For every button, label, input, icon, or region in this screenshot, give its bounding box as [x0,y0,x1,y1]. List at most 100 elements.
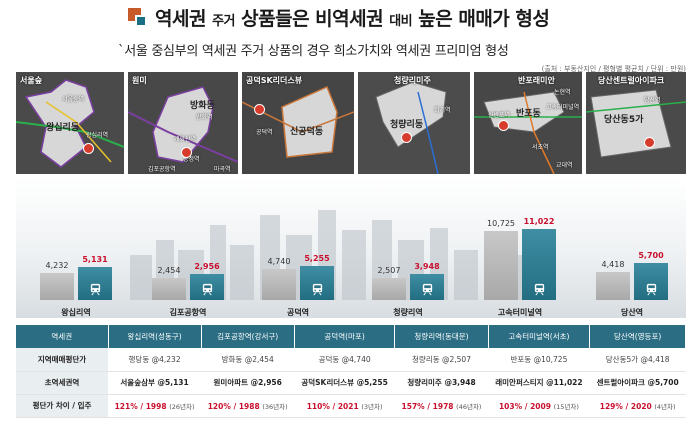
comparison-table: 역세권 왕십리역(성동구) 김포공항역(강서구) 공덕역(마포) 청량리역(동대… [16,325,686,418]
table-cell: 157% / 1978 (46년차) [394,394,489,418]
bar-region-avg [372,278,406,300]
data-label: 4,740 [267,257,291,267]
data-label: 2,507 [377,266,401,275]
table-header: 공덕역(마포) [294,325,396,348]
table-cell: 서울숲삼부 @5,131 [108,371,202,395]
bar-station-complex [300,266,334,300]
map-panel-wangsimni: 서울숲 왕십리동 서울숲역 왕십리역 [16,72,124,174]
data-label: 4,232 [45,260,69,270]
map-station: 신반포역 [488,112,511,119]
map-station: 왕십리역 [86,132,109,139]
category-label: 김포공항역 [169,308,207,317]
train-icon [202,283,213,296]
table-cell: 청량리미주 @3,948 [394,371,489,395]
category-label: 청량리역 [393,308,423,317]
table-header: 역세권 [16,325,109,348]
location-pin-icon [401,132,412,143]
table-cell: 120% / 1988 (36년차) [201,394,295,418]
map-station: 김포공항역 [148,166,176,173]
location-pin-icon [181,147,192,158]
table-cell: 103% / 2009 (15년차) [488,394,590,418]
map-dong: 방화동 [190,101,215,111]
table-header: 고속터미널역(서초) [488,325,591,348]
location-pin-icon [83,143,94,154]
map-panel-dangsan: 당산센트럴아이파크 당산동5가 당산역 [586,72,686,174]
table-header: 당산역(영등포) [589,325,686,348]
header: 역세권 주거 상품들은 비역세권 대비 높은 매매가 형성 `서울 중심부의 역… [0,0,700,66]
map-panel-gongdeok: 공덕SK리더스뷰 신공덕동 공덕역 [242,72,354,174]
train-icon [312,283,323,296]
row-label: 지역매매평단가 [16,348,108,372]
data-label: 11,022 [523,217,555,227]
map-label: 청량리미주 [394,76,431,85]
bar-region-avg [152,278,186,300]
table-row: 초역세권역 서울숲삼부 @5,131 원미아파트 @2,956 공덕SK리더스뷰… [16,371,686,395]
data-label: 3,948 [414,262,440,271]
bar-region-avg [262,269,296,300]
table-cell: 래미안퍼스티지 @11,022 [488,371,590,395]
data-label: 2,454 [157,266,181,275]
map-dong: 청량리동 [390,120,424,130]
data-label: 5,700 [638,251,664,261]
map-station: 논현역 [554,89,571,96]
category-label: 왕십리역 [61,308,91,317]
map-panel-banpo: 반포래미안 반포동 신반포역 논현역 고속터미널역 서초역 교대역 [474,72,582,174]
location-pin-icon [498,120,509,131]
map-strip: 서울숲 왕십리동 서울숲역 왕십리역 원미 방화동 방화역 개화산역 김포공항역… [16,72,686,174]
map-station: 서초역 [532,144,549,151]
map-label: 원미 [132,76,147,85]
page-title: 역세권 주거 상품들은 비역세권 대비 높은 매매가 형성 [155,8,550,30]
table-cell: 반포동 @10,725 [488,348,590,372]
map-label: 서울숲 [20,76,43,85]
bar-station-complex [634,263,668,300]
map-station: 당산역 [644,97,661,104]
source-note: (출처 : 부동산지인 / 평형별 평균치 / 단위 : 만원) [541,65,686,73]
table-cell: 행당동 @4,232 [108,348,202,372]
map-panel-cheongnyangni: 청량리미주 청량리동 회기역 [358,72,470,174]
bar-station-complex [78,266,112,300]
table-header-row: 역세권 왕십리역(성동구) 김포공항역(강서구) 공덕역(마포) 청량리역(동대… [16,325,686,348]
map-station: 교대역 [556,162,573,169]
data-label: 10,725 [487,218,515,228]
data-label: 5,255 [304,254,330,264]
map-station: 서울숲역 [62,96,85,103]
map-station: 마곡역 [214,166,231,173]
table-cell: 공덕SK리더스뷰 @5,255 [294,371,395,395]
table-header: 김포공항역(강서구) [201,325,295,348]
bar-region-avg [484,230,518,300]
table-cell: 129% / 2020 (4년차) [589,394,686,418]
row-label: 초역세권역 [16,371,108,395]
category-label: 공덕역 [286,308,310,317]
map-label: 반포래미안 [518,76,555,85]
map-dong: 당산동5가 [604,115,644,125]
train-icon [534,283,545,296]
table-cell: 방화동 @2,454 [201,348,295,372]
table-cell: 청량리동 @2,507 [394,348,489,372]
train-icon [646,283,657,296]
location-pin-icon [254,104,265,115]
map-dong: 왕십리동 [46,123,80,133]
table-cell: 당산동5가 @4,418 [589,348,686,372]
table-header: 청량리역(동대문) [394,325,489,348]
bar-region-avg [596,271,630,300]
table-cell: 121% / 1998 (26년차) [108,394,202,418]
map-label: 공덕SK리더스뷰 [246,76,303,85]
table-cell: 센트럴아이파크 @5,700 [589,371,686,395]
logo-icon [128,8,148,28]
data-label: 4,418 [601,259,625,269]
data-label: 5,131 [82,254,108,264]
map-station: 회기역 [434,107,451,114]
page-subtitle: `서울 중심부의 역세권 주거 상품의 경우 희소가치와 역세권 프리미엄 형성 [118,44,509,59]
map-station: 고속터미널역 [546,104,580,111]
train-icon [422,283,433,296]
row-label: 평단가 차이 / 입주 [16,394,108,418]
map-dong: 반포동 [516,109,541,119]
map-station: 송정역 [183,156,200,163]
table-cell: 원미아파트 @2,956 [201,371,295,395]
table-cell: 공덕동 @4,740 [294,348,395,372]
location-pin-icon [644,137,655,148]
table-cell: 110% / 2021 (3년차) [294,394,395,418]
table-row: 평단가 차이 / 입주 121% / 1998 (26년차) 120% / 19… [16,394,686,418]
map-panel-banghwa: 원미 방화동 방화역 개화산역 김포공항역 송정역 마곡역 [128,72,238,174]
table-header: 왕십리역(성동구) [108,325,202,348]
